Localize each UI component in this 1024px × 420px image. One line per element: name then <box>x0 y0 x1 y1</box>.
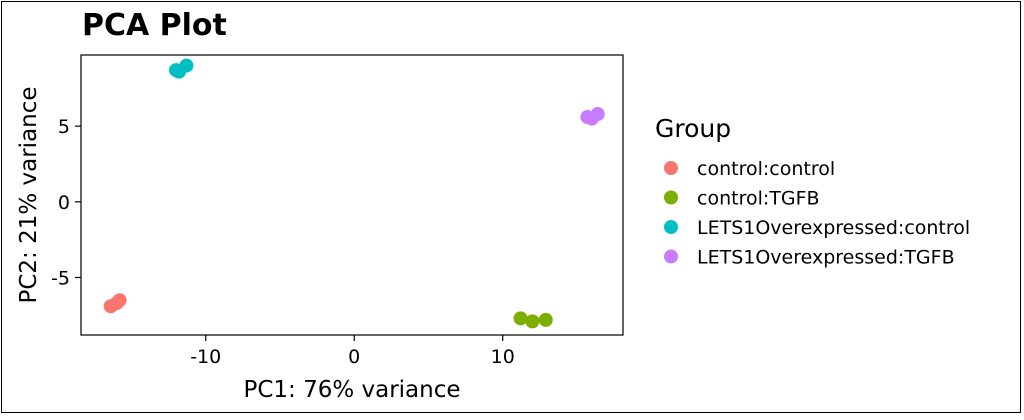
legend-key <box>664 161 678 175</box>
y-tick-label: 0 <box>58 192 70 214</box>
legend-label: control:control <box>697 158 835 180</box>
data-point <box>112 293 127 308</box>
outer-frame <box>1 1 1021 413</box>
x-axis-label: PC1: 76% variance <box>243 377 460 403</box>
x-tick-label: -10 <box>190 346 221 368</box>
legend-title: Group <box>655 114 731 143</box>
x-tick-label: 10 <box>491 346 515 368</box>
legend-key <box>664 249 678 264</box>
legend-key <box>664 190 678 205</box>
legend-key <box>664 220 678 234</box>
y-tick-label: -5 <box>51 267 70 289</box>
data-point <box>179 58 194 73</box>
legend-label: control:TGFB <box>697 188 820 210</box>
y-tick-label: 5 <box>58 116 70 138</box>
data-point <box>513 311 528 326</box>
legend: control:control control:TGFB LETS1Overexpr… <box>664 158 970 269</box>
data-point <box>525 314 540 329</box>
legend-label: LETS1Overexpressed:TGFB <box>697 247 955 269</box>
y-axis-label: PC2: 21% variance <box>16 86 42 303</box>
y-axis: -5 0 5 <box>51 116 81 289</box>
chart-title: PCA Plot <box>82 8 227 43</box>
legend-label: LETS1Overexpressed:control <box>697 217 970 239</box>
x-axis: -10 0 10 <box>190 335 515 368</box>
data-point <box>538 312 553 327</box>
data-point <box>590 107 605 122</box>
x-tick-label: 0 <box>348 346 360 368</box>
plot-panel <box>80 54 624 336</box>
data-points <box>103 58 605 329</box>
